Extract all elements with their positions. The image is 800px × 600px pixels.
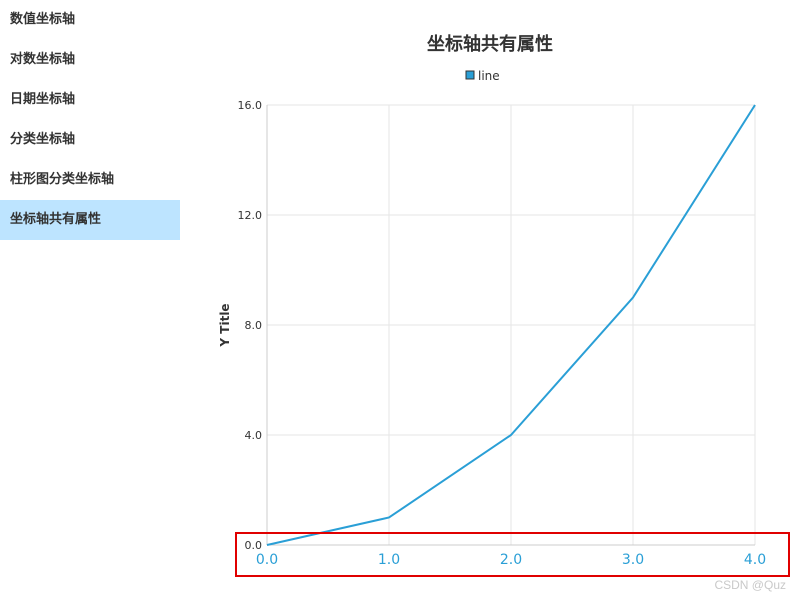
x-tick-label: 0.0	[256, 552, 278, 568]
chart-container: 0.0 4.0 8.0 12.0 16.0 0.0 1.0 2.0 3.0 4.0 坐标轴共有属性 l…	[180, 0, 800, 600]
grid-lines	[266, 104, 756, 546]
x-tick-label: 2.0	[500, 552, 522, 568]
labels: 0.0 4.0 8.0 12.0 16.0 0.0 1.0 2.0 3.0 4.0 坐标轴共有属性 l…	[218, 33, 766, 568]
x-tick-label: 3.0	[622, 552, 644, 568]
series-layer	[266, 104, 756, 546]
x-tick-label: 1.0	[378, 552, 400, 568]
sidebar-item-category-axis[interactable]: 分类坐标轴	[10, 132, 76, 147]
y-axis-title: Y Title	[218, 303, 232, 347]
sidebar-item-common-axis-props[interactable]: 坐标轴共有属性	[0, 200, 180, 240]
chart-title: 坐标轴共有属性	[427, 33, 553, 55]
sidebar-nav: 数值坐标轴 对数坐标轴 日期坐标轴 分类坐标轴 柱形图分类坐标轴 坐标轴共有属性	[0, 0, 180, 600]
y-tick-label: 0.0	[245, 539, 263, 552]
sidebar-item-date-axis[interactable]: 日期坐标轴	[10, 92, 76, 107]
y-tick-label: 12.0	[238, 209, 263, 222]
legend-swatch	[465, 70, 475, 80]
y-tick-label: 16.0	[238, 99, 263, 112]
line-chart: 0.0 4.0 8.0 12.0 16.0 0.0 1.0 2.0 3.0 4.0 坐标轴共有属性 l…	[218, 33, 790, 577]
x-axis-highlight-box	[235, 532, 790, 577]
series-line-line	[266, 104, 756, 546]
y-tick-label: 8.0	[245, 319, 263, 332]
sidebar-item-numeric-axis[interactable]: 数值坐标轴	[10, 12, 76, 27]
legend-label: line	[478, 69, 500, 83]
axes	[266, 105, 755, 546]
watermark: CSDN @Quz	[714, 578, 786, 592]
sidebar-item-log-axis[interactable]: 对数坐标轴	[10, 52, 76, 67]
x-tick-label: 4.0	[744, 552, 766, 568]
y-tick-label: 4.0	[245, 429, 263, 442]
sidebar-item-bar-category-axis[interactable]: 柱形图分类坐标轴	[10, 172, 115, 187]
